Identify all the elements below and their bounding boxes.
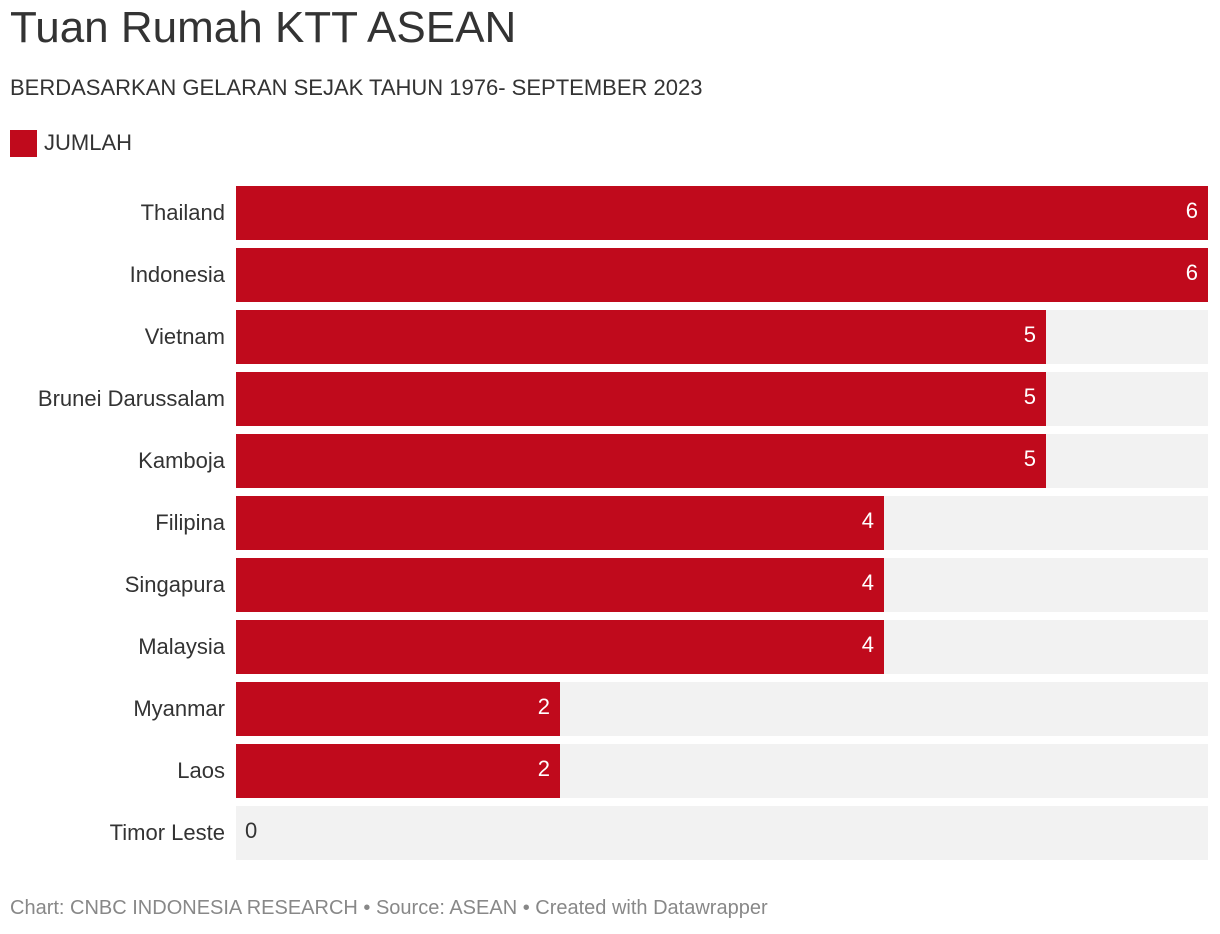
category-label: Myanmar xyxy=(133,696,225,721)
bar-row: Vietnam 5 xyxy=(0,310,1220,364)
bar xyxy=(236,186,1208,240)
bar xyxy=(236,558,884,612)
chart-title: Tuan Rumah KTT ASEAN xyxy=(10,3,517,52)
legend-label-jumlah: JUMLAH xyxy=(44,130,133,155)
bar-track: 4 xyxy=(236,620,1208,674)
bar-row: Malaysia 4 xyxy=(0,620,1220,674)
bar-row: Brunei Darussalam 5 xyxy=(0,372,1220,426)
bar-track: 5 xyxy=(236,372,1208,426)
data-label: 4 xyxy=(861,570,874,595)
category-label: Indonesia xyxy=(129,262,225,287)
category-label: Singapura xyxy=(124,572,225,597)
bar-row: Kamboja 5 xyxy=(0,434,1220,488)
bar-row: Filipina 4 xyxy=(0,496,1220,550)
bar xyxy=(236,620,884,674)
chart-footer: Chart: CNBC INDONESIA RESEARCH • Source:… xyxy=(10,897,768,919)
category-label: Filipina xyxy=(155,510,225,535)
bar xyxy=(236,744,560,798)
bar xyxy=(236,496,884,550)
legend: JUMLAH xyxy=(10,128,132,158)
data-label: 2 xyxy=(537,694,550,719)
category-label: Brunei Darussalam xyxy=(37,386,225,411)
bar-row: Timor Leste 0 xyxy=(0,806,1220,860)
bar-track: 6 xyxy=(236,186,1208,240)
category-label: Thailand xyxy=(140,200,225,225)
bar-row: Indonesia 6 xyxy=(0,248,1220,302)
bar-chart: Thailand 6 Indonesia 6 Vietnam 5 Brunei Daruss… xyxy=(0,186,1220,866)
category-label: Laos xyxy=(177,758,225,783)
bar-track: 5 xyxy=(236,310,1208,364)
data-label: 6 xyxy=(1185,260,1198,285)
data-label: 6 xyxy=(1185,198,1198,223)
category-label: Malaysia xyxy=(138,634,225,659)
bar-track: 5 xyxy=(236,434,1208,488)
data-label: 5 xyxy=(1023,384,1036,409)
bar-track: 2 xyxy=(236,744,1208,798)
data-label: 4 xyxy=(861,632,874,657)
category-label: Timor Leste xyxy=(109,820,225,845)
bar-row: Myanmar 2 xyxy=(0,682,1220,736)
bar-row: Thailand 6 xyxy=(0,186,1220,240)
data-label: 0 xyxy=(245,818,258,843)
bar-track: 6 xyxy=(236,248,1208,302)
bar xyxy=(236,372,1046,426)
bar xyxy=(236,682,560,736)
bar xyxy=(236,434,1046,488)
data-label: 2 xyxy=(537,756,550,781)
data-label: 5 xyxy=(1023,322,1036,347)
bar-track: 4 xyxy=(236,496,1208,550)
bar-track: 2 xyxy=(236,682,1208,736)
bar xyxy=(236,310,1046,364)
legend-swatch-jumlah xyxy=(10,129,37,157)
bar-row: Singapura 4 xyxy=(0,558,1220,612)
bar xyxy=(236,248,1208,302)
data-label: 4 xyxy=(861,508,874,533)
bar-track: 4 xyxy=(236,558,1208,612)
data-label: 5 xyxy=(1023,446,1036,471)
category-label: Vietnam xyxy=(144,324,225,349)
bar-track: 0 xyxy=(236,806,1208,860)
chart-subtitle: BERDASARKAN GELARAN SEJAK TAHUN 1976- SE… xyxy=(10,75,703,100)
bar-row: Laos 2 xyxy=(0,744,1220,798)
category-label: Kamboja xyxy=(138,448,225,473)
